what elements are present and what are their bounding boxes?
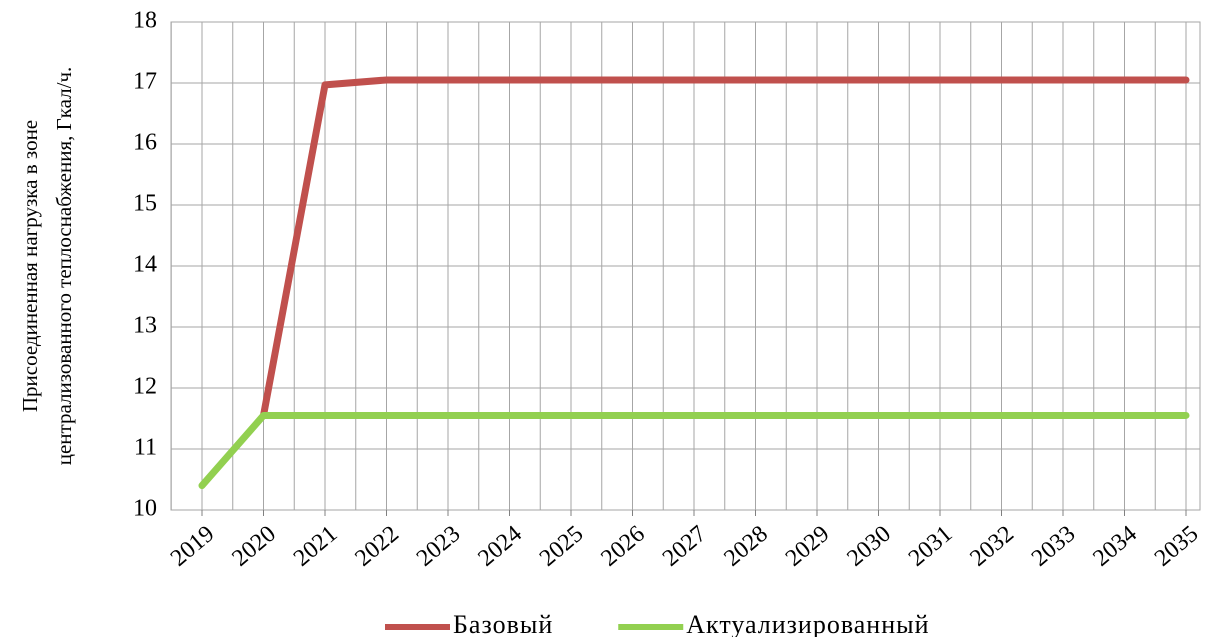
y-axis-label: централизованного теплоснабжения, Гкал/ч…: [52, 67, 76, 466]
x-tick-label: 2030: [842, 521, 895, 572]
x-tick-label: 2031: [904, 521, 957, 572]
y-tick-label: 11: [134, 435, 157, 461]
x-tick-label: 2020: [227, 521, 280, 572]
y-tick-label: 18: [133, 8, 157, 34]
y-axis-label: Присоединенная нагрузка в зоне: [18, 120, 42, 412]
y-tick-label: 17: [133, 69, 157, 95]
y-tick-label: 16: [133, 130, 157, 156]
x-tick-label: 2025: [535, 521, 588, 572]
series-line: [198, 411, 1190, 490]
x-tick-label: 2024: [473, 521, 526, 572]
y-tick-label: 12: [133, 374, 157, 400]
x-tick-label: 2027: [658, 521, 711, 572]
x-tick-label: 2028: [719, 521, 772, 572]
x-tick-label: 2033: [1027, 521, 1080, 572]
y-tick-label: 13: [133, 313, 157, 339]
x-tick-label: 2022: [350, 521, 403, 572]
x-tick-label: 2029: [781, 521, 834, 572]
x-tick-label: 2026: [596, 521, 649, 572]
x-tick-label: 2019: [166, 521, 219, 572]
legend-label: Актуализированный: [686, 610, 929, 637]
plot-border: [170, 21, 1201, 511]
y-tick-label: 10: [133, 496, 157, 522]
x-tick-label: 2032: [965, 521, 1018, 572]
x-tick-label: 2021: [289, 521, 342, 572]
x-tick-label: 2023: [412, 521, 465, 572]
legend-label: Базовый: [453, 610, 553, 637]
y-tick-label: 14: [133, 252, 157, 278]
series-line: [260, 76, 1190, 419]
y-tick-label: 15: [133, 191, 157, 217]
x-tick-label: 2034: [1088, 521, 1141, 572]
x-tick-label: 2035: [1150, 521, 1203, 572]
